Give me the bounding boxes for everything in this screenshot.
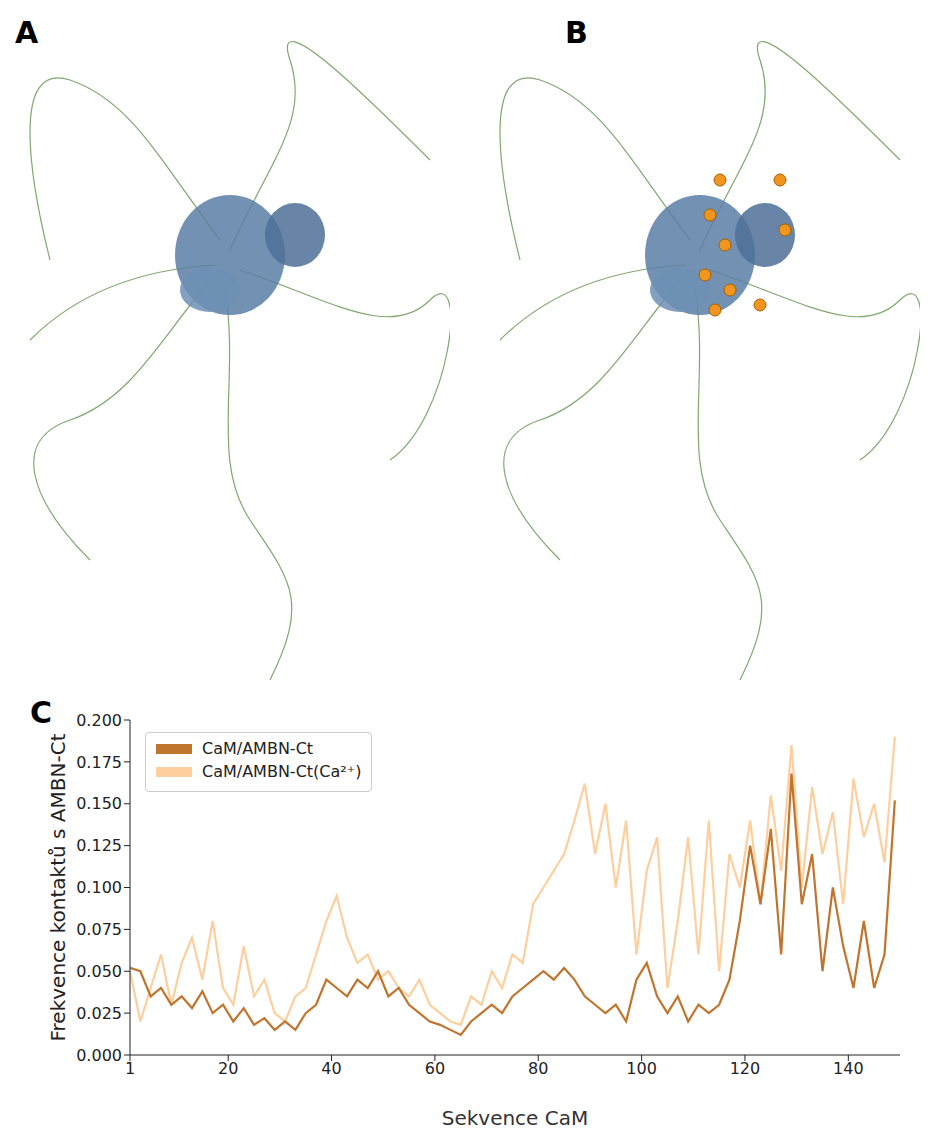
svg-text:100: 100 [626, 1059, 657, 1078]
svg-text:0.000: 0.000 [76, 1046, 122, 1065]
html-text:B: B [565, 15, 588, 50]
html-text:C: C [30, 695, 52, 730]
svg-text:0.125: 0.125 [76, 836, 122, 855]
svg-text:140: 140 [833, 1059, 864, 1078]
html-text:CaM/AMBN-Ct: CaM/AMBN-Ct [202, 739, 314, 758]
svg-text:0.200: 0.200 [76, 711, 122, 730]
svg-text:60: 60 [425, 1059, 445, 1078]
svg-text:80: 80 [528, 1059, 548, 1078]
svg-text:20: 20 [218, 1059, 238, 1078]
html-text:A: A [15, 15, 39, 50]
svg-text:0.100: 0.100 [76, 878, 122, 897]
svg-text:0.050: 0.050 [76, 962, 122, 981]
svg-text:0.175: 0.175 [76, 753, 122, 772]
svg-text:0.075: 0.075 [76, 920, 122, 939]
svg-text:Sekvence CaM: Sekvence CaM [442, 1106, 589, 1130]
svg-text:40: 40 [321, 1059, 341, 1078]
svg-text:Frekvence kontaktů s AMBN-Ct: Frekvence kontaktů s AMBN-Ct [46, 733, 70, 1041]
html-text:CaM/AMBN-Ct(Ca²⁺): CaM/AMBN-Ct(Ca²⁺) [202, 762, 362, 781]
svg-text:1: 1 [125, 1059, 135, 1078]
svg-text:0.150: 0.150 [76, 794, 122, 813]
svg-text:120: 120 [730, 1059, 761, 1078]
svg-text:0.025: 0.025 [76, 1004, 122, 1023]
